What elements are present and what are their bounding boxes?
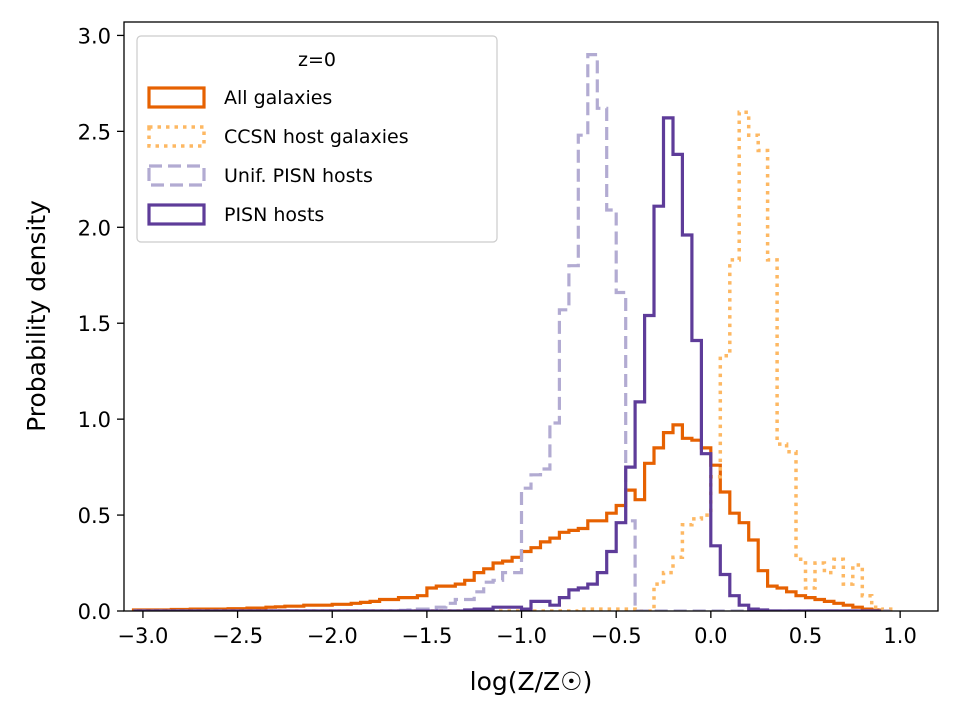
legend-label-all-galaxies: All galaxies — [224, 87, 332, 109]
x-tick-label: −0.5 — [591, 624, 642, 648]
y-tick-label: 1.0 — [78, 408, 111, 432]
legend-label-unif-pisn-hosts: Unif. PISN hosts — [224, 165, 373, 187]
x-axis-label: log(Z/Z☉) — [470, 667, 593, 696]
legend-swatch-all-galaxies — [147, 86, 206, 109]
x-tick-label: 0.5 — [789, 624, 822, 648]
legend-swatch-pisn-hosts — [147, 203, 206, 226]
x-tick-label: 0.0 — [694, 624, 727, 648]
legend-label-pisn-hosts: PISN hosts — [224, 204, 324, 226]
series-ccsn-host-galaxies-line — [133, 110, 893, 611]
legend-swatch-ccsn-host-galaxies — [147, 125, 206, 148]
legend-items: All galaxies CCSN host galaxies Unif. PISN… — [147, 86, 409, 226]
y-axis-ticks: 0.0 0.5 1.0 1.5 2.0 2.5 3.0 — [78, 24, 124, 624]
y-tick-label: 1.5 — [78, 312, 111, 336]
series-layer — [131, 53, 893, 611]
series-all-galaxies-line — [131, 423, 891, 611]
legend-swatch-unif-pisn-hosts — [147, 164, 206, 187]
y-tick-label: 0.0 — [78, 600, 111, 624]
x-axis-ticks: −3.0 −2.5 −2.0 −1.5 −1.0 −0.5 0.0 0.5 1.0 — [117, 611, 917, 648]
legend-box — [136, 35, 498, 243]
legend: z=0 All galaxies CCSN host galaxies Unif. … — [136, 35, 498, 243]
x-tick-label: −3.0 — [117, 624, 168, 648]
x-tick-label: −2.5 — [212, 624, 263, 648]
series-unif-pisn-hosts-line — [133, 53, 891, 611]
y-tick-label: 2.5 — [78, 120, 111, 144]
y-tick-label: 2.0 — [78, 216, 111, 240]
y-tick-label: 0.5 — [78, 504, 111, 528]
y-axis-label: Probability density — [22, 200, 51, 432]
plot-frame — [123, 21, 939, 612]
series-pisn-hosts-line — [133, 116, 882, 611]
legend-label-ccsn-host-galaxies: CCSN host galaxies — [224, 126, 409, 148]
x-tick-label: 1.0 — [883, 624, 916, 648]
x-tick-label: −2.0 — [307, 624, 358, 648]
x-tick-label: −1.5 — [401, 624, 452, 648]
y-tick-label: 3.0 — [78, 24, 111, 48]
legend-title: z=0 — [298, 49, 336, 71]
x-tick-label: −1.0 — [496, 624, 547, 648]
